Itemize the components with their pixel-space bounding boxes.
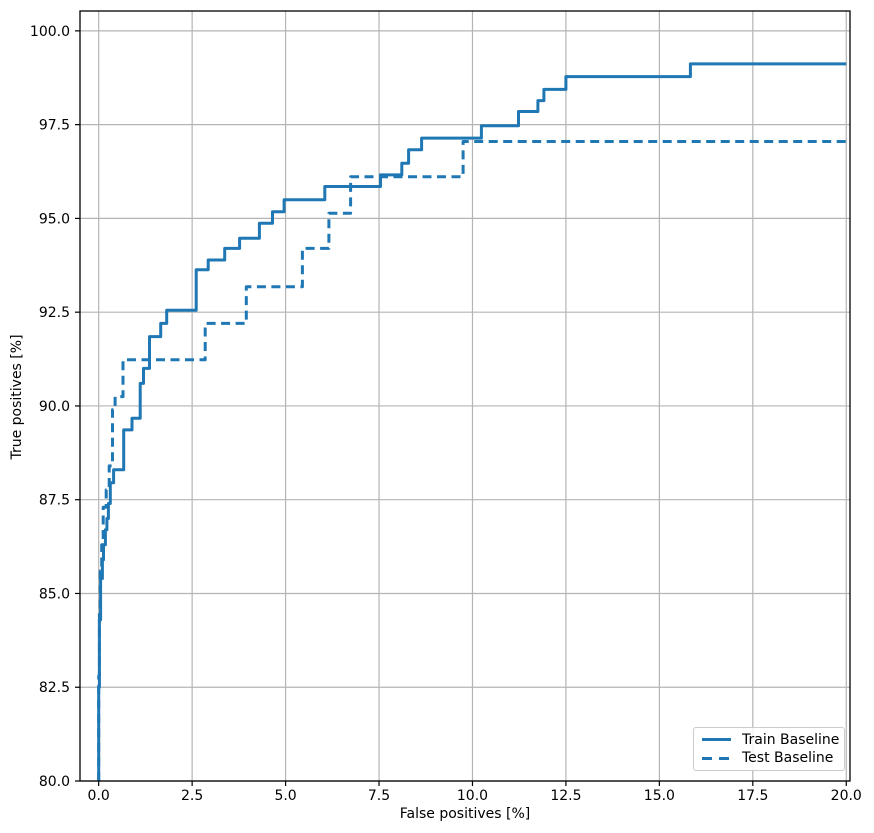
test-baseline-curve — [97, 140, 847, 781]
tick-marks — [75, 30, 847, 786]
legend-item-test: Test Baseline — [702, 750, 836, 766]
train-line-sample-icon — [702, 738, 731, 742]
x-tick-label: 0.0 — [88, 788, 110, 804]
y-tick-label: 80.0 — [39, 774, 70, 790]
legend-item-train: Train Baseline — [702, 731, 840, 748]
y-tick-label: 90.0 — [39, 399, 70, 415]
y-tick-label: 95.0 — [39, 211, 70, 227]
x-tick-label: 17.5 — [737, 788, 768, 804]
x-tick-label: 12.5 — [550, 788, 581, 804]
train-baseline-curve — [97, 62, 847, 781]
y-tick-label: 97.5 — [39, 118, 70, 134]
legend-label-test: Test Baseline — [742, 749, 834, 766]
x-tick-label: 5.0 — [274, 788, 296, 804]
y-tick-label: 100.0 — [30, 24, 70, 40]
y-tick-label: 92.5 — [39, 305, 70, 321]
x-tick-label: 2.5 — [181, 788, 203, 804]
y-axis-label: True positives [%] — [9, 334, 25, 460]
x-tick-label: 20.0 — [831, 788, 862, 804]
test-line-sample-icon — [702, 756, 731, 760]
tick-labels: 0.0 2.5 5.0 7.5 10.0 12.5 15.0 17.5 20.0 80.0 82.5… — [30, 24, 862, 804]
x-tick-label: 7.5 — [368, 788, 390, 804]
y-tick-label: 85.0 — [39, 586, 70, 602]
plot-border — [79, 10, 851, 782]
legend: Train Baseline Test Baseline — [693, 727, 845, 771]
gridlines — [80, 11, 850, 782]
x-tick-label: 10.0 — [457, 788, 488, 804]
x-axis-label: False positives [%] — [399, 806, 531, 822]
y-tick-label: 87.5 — [39, 493, 70, 509]
legend-label-train: Train Baseline — [742, 731, 840, 748]
x-tick-label: 15.0 — [644, 788, 675, 804]
y-tick-label: 82.5 — [39, 680, 70, 696]
